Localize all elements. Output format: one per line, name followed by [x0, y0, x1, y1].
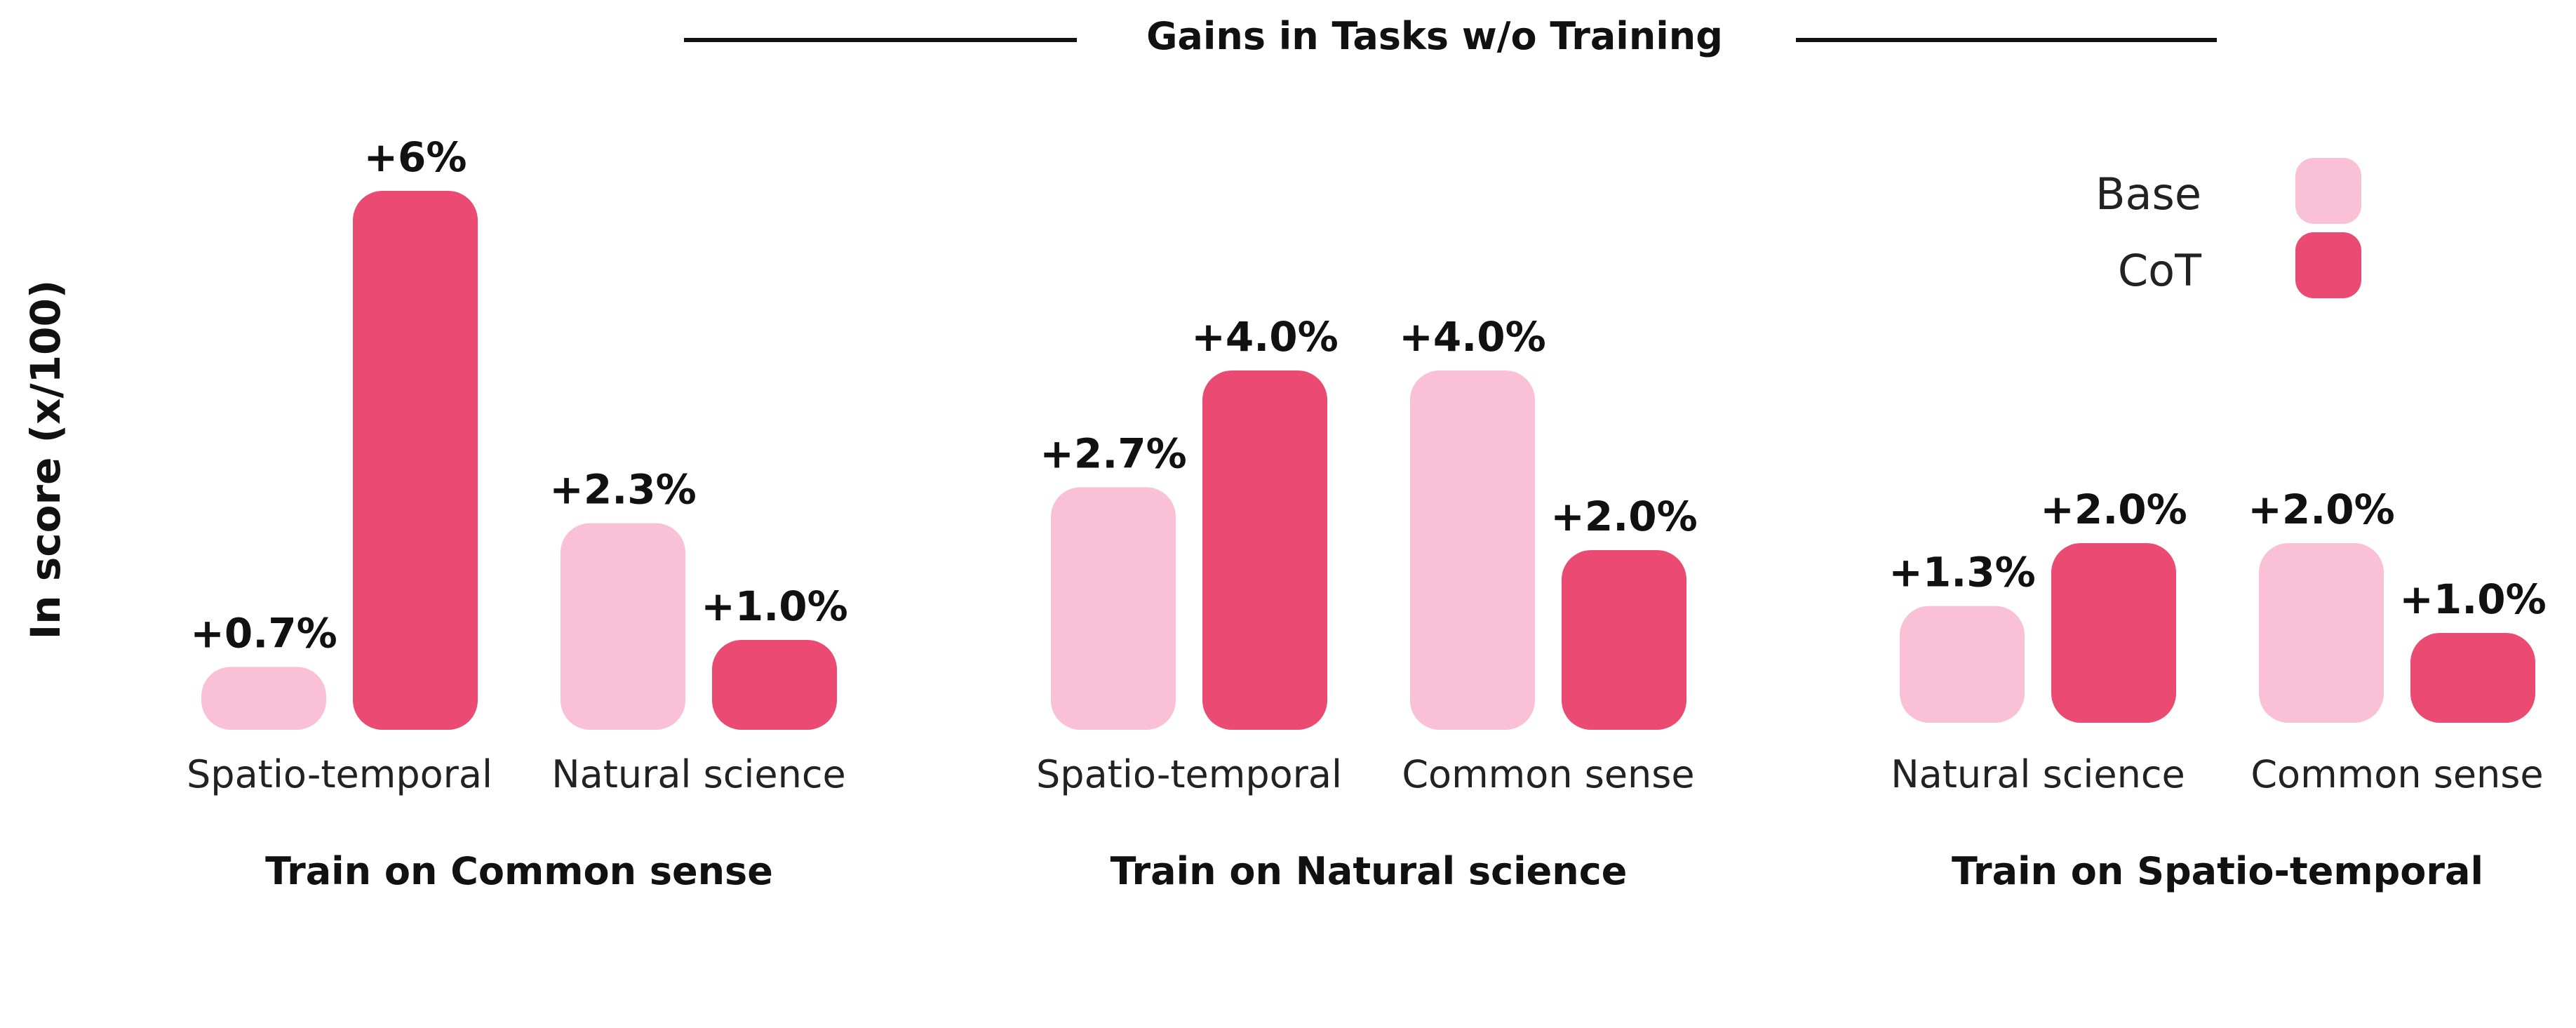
- value-label-base-g1-c2: +2.3%: [549, 466, 696, 514]
- value-label-base-g1-c1: +0.7%: [190, 609, 337, 657]
- panel-3: +1.3%+2.0%Natural science+2.0%+1.0%Commo…: [1889, 486, 2546, 893]
- value-label-cot-g3-c1: +2.0%: [2040, 486, 2187, 533]
- bar-base-g3-c2: [2259, 543, 2384, 723]
- bars-layer: +0.7% +6% Spatio-temporal +2.3% +1.0% Natural…: [187, 133, 2547, 893]
- group-label-3: Train on Spatio-temporal: [1952, 849, 2483, 893]
- bar-cot-g1-c2: [712, 640, 837, 730]
- bar-base-g3-c1: [1900, 606, 2025, 723]
- value-label-cot-g2-c1: +4.0%: [1191, 313, 1338, 361]
- group-label-1: Train on Common sense: [265, 849, 773, 893]
- value-label-base-g2-c1: +2.7%: [1040, 429, 1186, 477]
- panel-2: +2.7% +4.0% Spatio-temporal +4.0% +2.0% Commo…: [1036, 313, 1698, 893]
- category-label-g3-c2: Common sense: [2250, 752, 2543, 796]
- category-label-g1-c1: Spatio-temporal: [187, 752, 492, 796]
- bar-cot-g2-c1: [1202, 371, 1327, 730]
- category-label-g1-c2: Natural science: [551, 752, 846, 796]
- value-label-base-g3-c2: +2.0%: [2248, 486, 2394, 533]
- legend-swatch-base: [2295, 158, 2361, 224]
- panel-1: +0.7% +6% Spatio-temporal +2.3% +1.0% Natural…: [187, 133, 848, 893]
- bar-base-g2-c2: [1410, 371, 1535, 730]
- value-label-base-g3-c1: +1.3%: [1889, 549, 2035, 596]
- legend-swatch-cot: [2295, 232, 2361, 298]
- value-label-cot-g3-c2: +1.0%: [2399, 575, 2546, 623]
- category-label-g2-c2: Common sense: [1402, 752, 1694, 796]
- value-label-cot-g2-c2: +2.0%: [1550, 493, 1697, 540]
- value-label-cot-g1-c1: +6%: [363, 133, 467, 181]
- category-label-g3-c1: Natural science: [1891, 752, 2185, 796]
- legend-label-base: Base: [2095, 168, 2201, 220]
- value-label-cot-g1-c2: +1.0%: [701, 582, 847, 630]
- chart-title: Gains in Tasks w/o Training: [1146, 14, 1723, 58]
- bar-cot-g3-c1: [2051, 543, 2176, 723]
- category-label-g2-c1: Spatio-temporal: [1036, 752, 1342, 796]
- legend: Base CoT: [2095, 158, 2361, 298]
- bar-base-g2-c1: [1051, 487, 1176, 730]
- bar-base-g1-c2: [561, 523, 685, 730]
- bar-cot-g3-c2: [2410, 633, 2535, 723]
- bar-base-g1-c1: [201, 667, 326, 730]
- bar-cot-g2-c2: [1562, 550, 1686, 730]
- bar-cot-g1-c1: [353, 191, 478, 730]
- y-axis-label: In score (x/100): [22, 280, 69, 640]
- value-label-base-g2-c2: +4.0%: [1399, 313, 1545, 361]
- group-label-2: Train on Natural science: [1111, 849, 1628, 893]
- legend-label-cot: CoT: [2118, 245, 2202, 296]
